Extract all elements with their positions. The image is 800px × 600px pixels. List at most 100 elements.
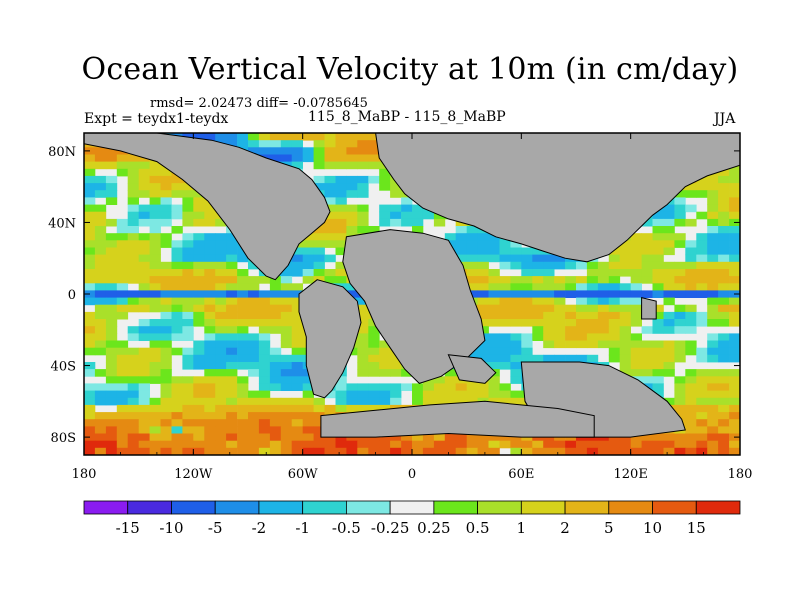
field-cell bbox=[619, 340, 631, 349]
field-cell bbox=[84, 254, 96, 263]
field-cell bbox=[182, 354, 194, 363]
field-cell bbox=[84, 175, 96, 184]
field-cell bbox=[149, 175, 161, 184]
field-cell bbox=[280, 269, 293, 277]
field-cell bbox=[182, 326, 194, 334]
field-cell bbox=[608, 276, 621, 284]
field-cell bbox=[302, 419, 314, 427]
field-cell bbox=[543, 354, 555, 363]
field-cell bbox=[269, 290, 282, 298]
field-cell bbox=[204, 290, 216, 298]
field-cell bbox=[237, 433, 249, 442]
field-cell bbox=[127, 412, 139, 420]
field-cell bbox=[324, 233, 336, 241]
field-cell bbox=[193, 204, 205, 213]
field-cell bbox=[171, 254, 183, 263]
field-cell bbox=[357, 404, 369, 413]
field-cell bbox=[84, 426, 96, 434]
field-cell bbox=[718, 269, 730, 277]
field-cell bbox=[390, 190, 402, 198]
field-cell bbox=[280, 433, 293, 442]
field-cell bbox=[280, 311, 293, 320]
field-cell bbox=[674, 412, 686, 420]
field-cell bbox=[630, 333, 642, 341]
field-cell bbox=[127, 226, 139, 234]
field-cell bbox=[346, 447, 358, 455]
field-cell bbox=[138, 390, 150, 399]
field-cell bbox=[127, 354, 139, 363]
field-cell bbox=[543, 269, 555, 277]
field-cell bbox=[368, 175, 380, 184]
field-cell bbox=[127, 297, 139, 306]
field-cell bbox=[160, 376, 172, 384]
field-cell bbox=[696, 211, 708, 220]
field-cell bbox=[663, 276, 675, 284]
field-cell bbox=[532, 261, 544, 270]
field-cell bbox=[576, 319, 588, 327]
field-cell bbox=[685, 390, 697, 399]
field-cell bbox=[685, 269, 697, 277]
field-cell bbox=[335, 240, 347, 248]
field-cell bbox=[149, 354, 161, 363]
field-cell bbox=[94, 319, 107, 327]
field-cell bbox=[685, 204, 697, 213]
field-cell bbox=[105, 154, 118, 163]
field-cell bbox=[94, 426, 107, 434]
field-cell bbox=[105, 254, 118, 263]
field-cell bbox=[149, 290, 161, 298]
field-cell bbox=[116, 269, 129, 277]
field-cell bbox=[280, 440, 293, 449]
field-cell bbox=[543, 319, 555, 327]
field-cell bbox=[335, 397, 347, 406]
field-cell bbox=[576, 276, 588, 284]
field-cell bbox=[401, 218, 413, 227]
field-cell bbox=[696, 426, 708, 434]
field-cell bbox=[182, 426, 194, 434]
field-cell bbox=[510, 254, 522, 263]
x-tick-label: 180 bbox=[728, 467, 753, 482]
field-cell bbox=[280, 412, 293, 420]
field-cell bbox=[94, 254, 107, 263]
field-cell bbox=[663, 233, 675, 241]
field-cell bbox=[182, 319, 194, 327]
field-cell bbox=[718, 247, 730, 256]
field-cell bbox=[269, 383, 282, 391]
field-cell bbox=[652, 290, 664, 298]
field-cell bbox=[149, 283, 161, 291]
field-cell bbox=[368, 326, 380, 334]
field-cell bbox=[685, 404, 697, 413]
field-cell bbox=[105, 297, 118, 306]
field-cell bbox=[258, 447, 271, 455]
field-cell bbox=[707, 218, 719, 227]
field-cell bbox=[718, 233, 730, 241]
field-cell bbox=[685, 290, 697, 298]
field-cell bbox=[280, 154, 293, 163]
field-cell bbox=[619, 304, 631, 313]
field-cell bbox=[248, 140, 260, 148]
field-cell bbox=[663, 218, 675, 227]
field-cell bbox=[138, 204, 150, 213]
field-cell bbox=[116, 433, 129, 442]
field-cell bbox=[160, 419, 172, 427]
field-cell bbox=[554, 333, 566, 341]
field-cell bbox=[149, 197, 161, 205]
field-cell bbox=[94, 297, 107, 306]
field-cell bbox=[685, 447, 697, 455]
field-cell bbox=[105, 304, 118, 313]
field-cell bbox=[105, 161, 118, 170]
field-cell bbox=[138, 404, 150, 413]
field-cell bbox=[94, 433, 107, 442]
field-cell bbox=[313, 247, 325, 256]
field-cell bbox=[729, 240, 740, 248]
field-cell bbox=[182, 390, 194, 399]
field-cell bbox=[674, 261, 686, 270]
field-cell bbox=[597, 333, 610, 341]
field-cell bbox=[193, 261, 205, 270]
field-cell bbox=[412, 226, 424, 234]
field-cell bbox=[226, 326, 238, 334]
field-cell bbox=[116, 254, 129, 263]
field-cell bbox=[696, 390, 708, 399]
field-cell bbox=[521, 276, 533, 284]
field-cell bbox=[182, 233, 194, 241]
field-cell bbox=[619, 269, 631, 277]
